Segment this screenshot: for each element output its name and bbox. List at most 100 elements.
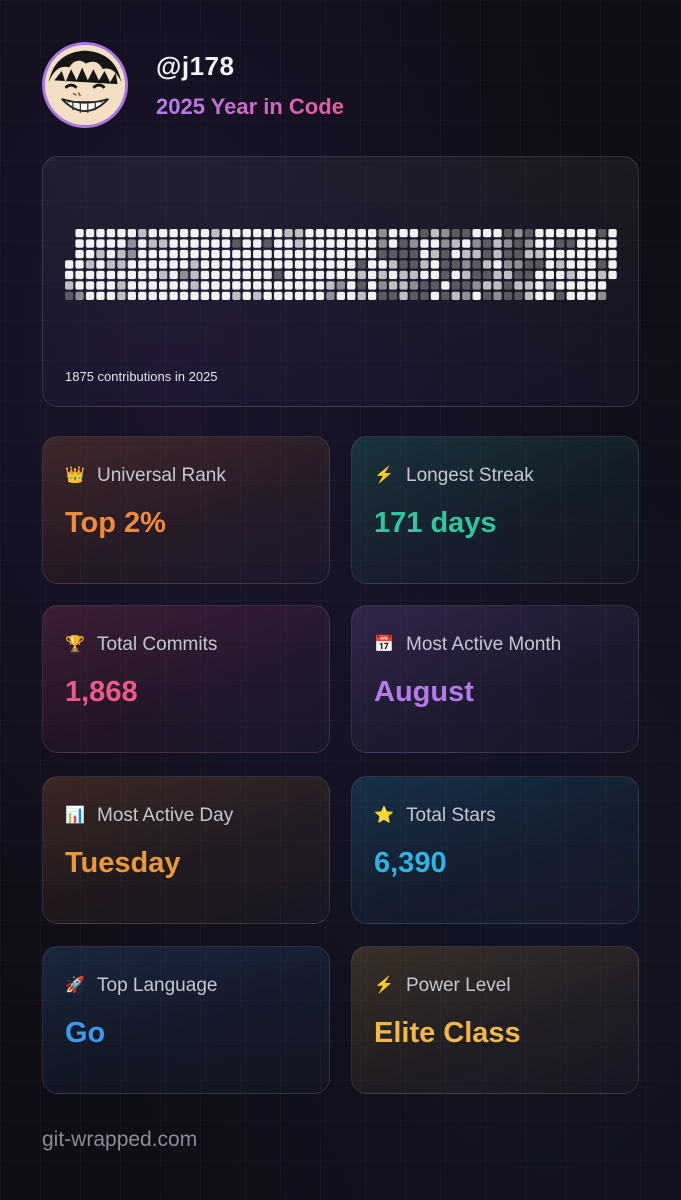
contribution-day-dot xyxy=(75,239,84,248)
contribution-day-dot xyxy=(284,281,293,290)
contribution-day-dot xyxy=(347,249,356,259)
contribution-day-dot xyxy=(451,229,460,238)
contribution-day-dot xyxy=(368,270,377,280)
stat-label: Universal Rank xyxy=(97,465,226,486)
contribution-day-dot xyxy=(545,270,554,280)
contribution-day-dot xyxy=(284,260,293,269)
contribution-day-dot xyxy=(284,270,293,280)
stat-card: 🏆 Total Commits 1,868 xyxy=(42,605,330,753)
contribution-day-dot xyxy=(75,270,84,280)
contribution-day-dot xyxy=(315,291,325,300)
avatar[interactable] xyxy=(42,42,128,128)
contribution-day-dot xyxy=(409,260,419,269)
contribution-day-dot xyxy=(556,291,565,300)
contribution-day-dot xyxy=(399,270,408,280)
contribution-day-dot xyxy=(472,249,481,259)
contribution-day-dot xyxy=(514,291,523,300)
page-subtitle: 2025 Year in Code xyxy=(156,93,344,119)
stat-card: ⚡ Longest Streak 171 days xyxy=(351,436,639,584)
contribution-day-dot xyxy=(420,229,429,238)
contribution-day-dot xyxy=(169,270,178,280)
contribution-day-dot xyxy=(347,260,356,269)
contribution-day-dot xyxy=(409,239,419,248)
stat-value: Go xyxy=(65,1017,106,1049)
contribution-day-dot xyxy=(211,249,220,259)
stat-value: Top 2% xyxy=(65,507,166,539)
contribution-day-dot xyxy=(357,249,366,259)
footer-link[interactable]: git-wrapped.com xyxy=(42,1128,198,1151)
contribution-day-dot xyxy=(263,270,272,280)
contribution-day-dot xyxy=(577,281,586,290)
contribution-day-dot xyxy=(577,291,586,300)
contribution-day-dot xyxy=(524,229,534,238)
contribution-day-dot xyxy=(96,229,105,238)
contribution-day-dot xyxy=(556,281,565,290)
contribution-day-dot xyxy=(420,281,429,290)
contribution-day-dot xyxy=(545,239,554,248)
contribution-day-dot xyxy=(253,260,262,269)
contribution-day-dot xyxy=(127,249,136,259)
contribution-day-dot xyxy=(75,260,84,269)
contribution-day-dot xyxy=(294,270,304,280)
contribution-day-dot xyxy=(577,260,586,269)
contribution-day-dot xyxy=(483,229,492,238)
contribution-day-dot xyxy=(85,260,95,269)
contribution-day-dot xyxy=(274,281,283,290)
contribution-day-dot xyxy=(253,249,262,259)
lightning-icon: ⚡ xyxy=(374,977,394,994)
contribution-day-dot xyxy=(441,281,450,290)
stat-label: Most Active Day xyxy=(97,805,234,826)
username: @j178 xyxy=(156,50,235,81)
contribution-grid xyxy=(65,229,617,300)
contribution-day-dot xyxy=(483,291,492,300)
contribution-day-dot xyxy=(274,229,283,238)
contribution-count-label: 1875 contributions in 2025 xyxy=(65,369,218,384)
contribution-day-dot xyxy=(326,229,335,238)
contribution-day-dot xyxy=(483,270,492,280)
contribution-day-dot xyxy=(253,291,262,300)
contribution-day-dot xyxy=(75,291,84,300)
contribution-day-dot xyxy=(430,281,440,290)
contribution-day-dot xyxy=(368,281,377,290)
contribution-day-dot xyxy=(326,270,335,280)
contribution-day-dot xyxy=(253,270,262,280)
contribution-day-dot xyxy=(524,239,534,248)
contribution-day-dot xyxy=(305,281,314,290)
contribution-day-dot xyxy=(608,229,617,238)
contribution-day-dot xyxy=(284,249,293,259)
contribution-day-dot xyxy=(221,260,231,269)
contribution-day-dot xyxy=(263,249,272,259)
contribution-day-dot xyxy=(451,239,460,248)
contribution-day-dot xyxy=(462,260,471,269)
contribution-day-dot xyxy=(253,239,262,248)
contribution-day-dot xyxy=(315,281,325,290)
contribution-day-dot xyxy=(200,291,210,300)
contribution-day-dot xyxy=(378,291,387,300)
contribution-day-dot xyxy=(336,249,345,259)
contribution-day-dot xyxy=(514,270,523,280)
contribution-day-dot xyxy=(597,249,607,259)
contribution-day-dot xyxy=(524,270,534,280)
contribution-day-dot xyxy=(441,239,450,248)
contribution-day-dot xyxy=(200,281,210,290)
contribution-day-dot xyxy=(232,270,241,280)
contribution-day-dot xyxy=(462,229,471,238)
contribution-day-dot xyxy=(378,260,387,269)
stat-card: ⚡ Power Level Elite Class xyxy=(351,946,639,1094)
contribution-day-dot xyxy=(493,270,502,280)
contribution-day-dot xyxy=(294,260,304,269)
contribution-day-dot xyxy=(127,229,136,238)
contribution-day-dot xyxy=(566,281,575,290)
contribution-day-dot xyxy=(294,229,304,238)
contribution-day-dot xyxy=(85,239,95,248)
contribution-day-dot xyxy=(75,229,84,238)
contribution-day-dot xyxy=(138,291,147,300)
contribution-day-dot xyxy=(85,229,95,238)
contribution-day-dot xyxy=(242,260,251,269)
contribution-day-dot xyxy=(85,291,95,300)
contribution-day-dot xyxy=(211,281,220,290)
contribution-day-dot xyxy=(430,249,440,259)
contribution-day-dot xyxy=(493,239,502,248)
contribution-day-dot xyxy=(577,239,586,248)
contribution-day-dot xyxy=(263,239,272,248)
